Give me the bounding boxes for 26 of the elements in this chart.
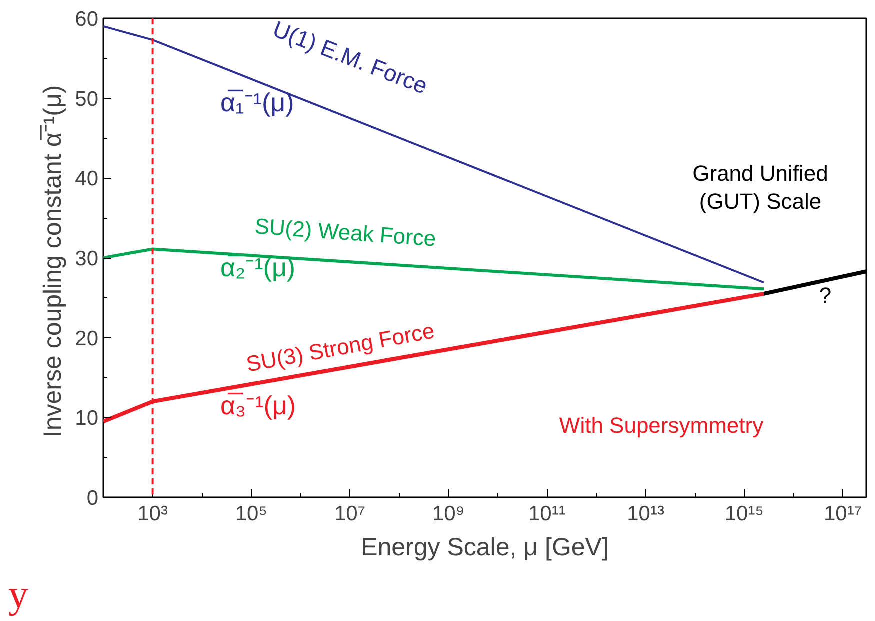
annotation: SU(2) Weak Force	[254, 214, 438, 252]
y-tick-label: 0	[86, 487, 99, 510]
x-axis-title: Energy Scale, μ [GeV]	[361, 534, 609, 562]
y-axis-title: Inverse coupling constant α̅⁻¹(μ)	[39, 85, 68, 438]
x-tick-label: 10¹³	[627, 502, 664, 526]
annotation: Grand Unified (GUT) Scale	[692, 161, 828, 214]
y-tick-label: 10	[75, 407, 98, 430]
y-tick-label: 20	[75, 327, 98, 350]
x-tick-label: 10¹⁵	[724, 502, 764, 526]
annotation: α̅₃⁻¹(μ)	[220, 390, 296, 420]
annotation: α̅₁⁻¹(μ)	[220, 88, 294, 118]
x-tick-label: 10⁹	[432, 502, 465, 526]
y-tick-label: 40	[75, 168, 98, 191]
text: y	[8, 572, 28, 616]
y-tick-label: 60	[75, 8, 98, 31]
annotation: SU(3) Strong Force	[244, 318, 437, 377]
x-tick-label: 10¹⁷	[824, 502, 862, 526]
annotation: ?	[819, 283, 832, 308]
y-tick-label: 50	[75, 88, 98, 111]
x-tick-label: 10⁵	[235, 502, 268, 526]
x-tick-label: 10⁷	[334, 502, 366, 526]
y-tick-label: 30	[75, 248, 98, 270]
annotation: With Supersymmetry	[559, 413, 764, 438]
annotation: α̅₂⁻¹(μ)	[220, 252, 296, 282]
x-tick-label: 10³	[138, 502, 168, 526]
x-tick-label: 10¹¹	[528, 502, 566, 526]
